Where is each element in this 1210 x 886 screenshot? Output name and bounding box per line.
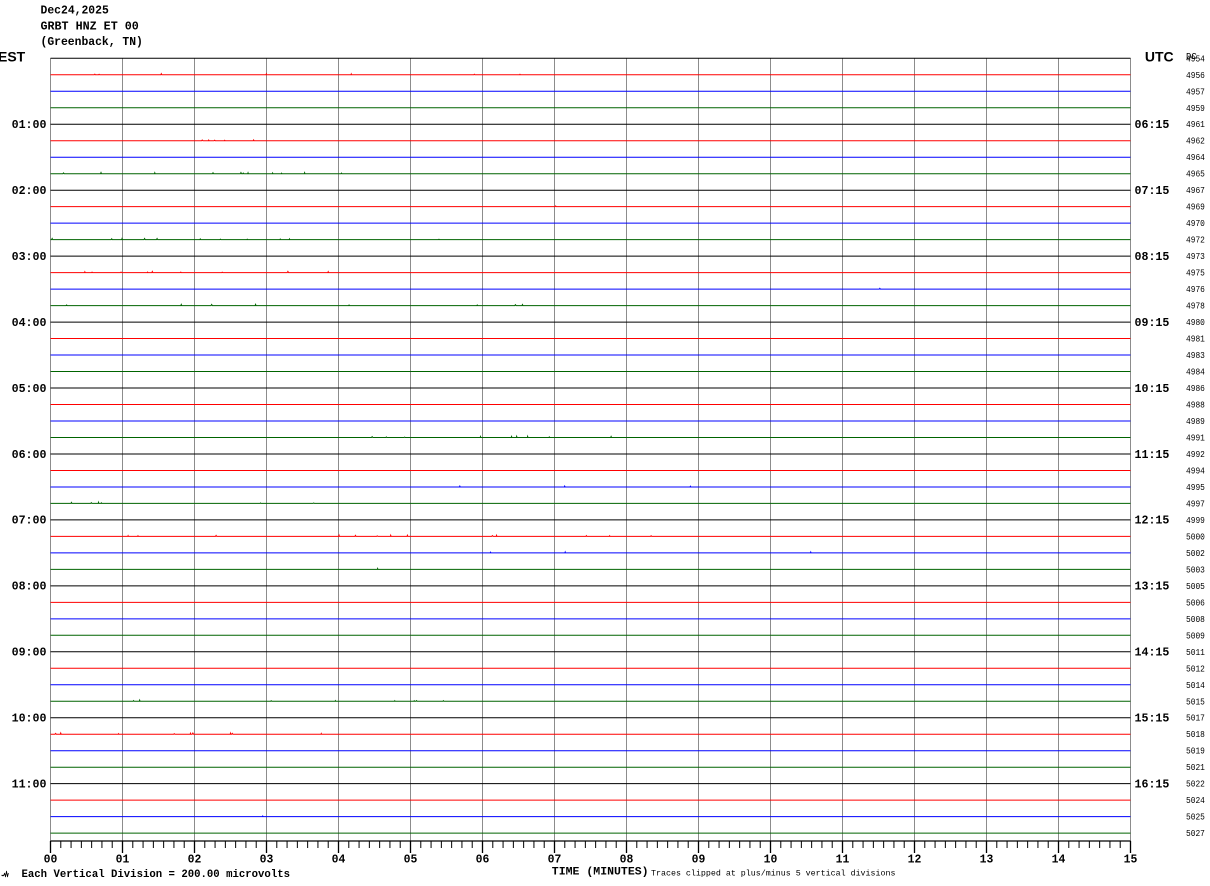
- svg-text:11:00: 11:00: [12, 777, 47, 791]
- svg-text:4994: 4994: [1186, 466, 1205, 476]
- svg-text:5002: 5002: [1186, 549, 1205, 559]
- svg-text:12:15: 12:15: [1135, 514, 1170, 528]
- svg-text:09:00: 09:00: [12, 646, 47, 660]
- svg-text:5011: 5011: [1186, 648, 1205, 658]
- svg-text:16:15: 16:15: [1135, 777, 1170, 791]
- svg-text:5025: 5025: [1186, 813, 1205, 823]
- svg-text:15: 15: [1124, 853, 1138, 867]
- svg-text:07:00: 07:00: [12, 514, 47, 528]
- svg-text:4962: 4962: [1186, 137, 1205, 147]
- svg-text:4970: 4970: [1186, 219, 1205, 229]
- svg-text:5012: 5012: [1186, 664, 1205, 674]
- svg-text:03: 03: [260, 853, 274, 867]
- svg-text:4983: 4983: [1186, 351, 1205, 361]
- svg-text:4969: 4969: [1186, 203, 1205, 213]
- svg-text:03:00: 03:00: [12, 250, 47, 264]
- svg-text:11: 11: [836, 853, 850, 867]
- svg-text:12: 12: [908, 853, 922, 867]
- svg-text:4976: 4976: [1186, 285, 1205, 295]
- svg-text:4981: 4981: [1186, 335, 1205, 345]
- svg-text:10: 10: [764, 853, 778, 867]
- svg-text:10:00: 10:00: [12, 712, 47, 726]
- svg-text:01: 01: [116, 853, 130, 867]
- svg-text:4980: 4980: [1186, 318, 1205, 328]
- svg-text:13:15: 13:15: [1135, 580, 1170, 594]
- svg-text:04: 04: [332, 853, 346, 867]
- svg-text:Traces clipped at plus/minus 5: Traces clipped at plus/minus 5 vertical …: [651, 870, 896, 879]
- svg-text:14: 14: [1052, 853, 1066, 867]
- svg-text:4957: 4957: [1186, 87, 1205, 97]
- svg-text:08:15: 08:15: [1135, 250, 1170, 264]
- svg-text:02:00: 02:00: [12, 184, 47, 198]
- svg-text:4973: 4973: [1186, 252, 1205, 262]
- svg-text:5014: 5014: [1186, 681, 1205, 691]
- svg-text:04:00: 04:00: [12, 316, 47, 330]
- svg-text:05: 05: [404, 853, 418, 867]
- svg-text:15:15: 15:15: [1135, 712, 1170, 726]
- svg-text:07:15: 07:15: [1135, 184, 1170, 198]
- svg-text:4956: 4956: [1186, 71, 1205, 81]
- svg-text:14:15: 14:15: [1135, 646, 1170, 660]
- svg-text:4997: 4997: [1186, 499, 1205, 509]
- svg-text:5015: 5015: [1186, 697, 1205, 707]
- svg-text:00: 00: [44, 853, 58, 867]
- svg-text:06:15: 06:15: [1135, 118, 1170, 132]
- svg-text:11:15: 11:15: [1135, 448, 1170, 462]
- svg-text:4984: 4984: [1186, 368, 1205, 378]
- svg-text:5008: 5008: [1186, 615, 1205, 625]
- svg-text:01:00: 01:00: [12, 118, 47, 132]
- svg-text:TIME (MINUTES): TIME (MINUTES): [552, 867, 649, 879]
- svg-text:10:15: 10:15: [1135, 382, 1170, 396]
- svg-text:UTC: UTC: [1145, 49, 1174, 65]
- svg-text:5018: 5018: [1186, 730, 1205, 740]
- svg-text:09:15: 09:15: [1135, 316, 1170, 330]
- svg-text:4965: 4965: [1186, 170, 1205, 180]
- svg-text:5003: 5003: [1186, 565, 1205, 575]
- svg-text:4975: 4975: [1186, 269, 1205, 279]
- svg-text:09: 09: [692, 853, 706, 867]
- svg-text:Each Vertical Division = 200.: Each Vertical Division = 200.00 microvol…: [22, 869, 291, 881]
- svg-text:5022: 5022: [1186, 780, 1205, 790]
- svg-text:DC: DC: [1186, 52, 1197, 62]
- svg-text:08: 08: [620, 853, 634, 867]
- svg-text:05:00: 05:00: [12, 382, 47, 396]
- svg-text:Dec24,2025: Dec24,2025: [41, 4, 109, 18]
- svg-text:02: 02: [188, 853, 202, 867]
- svg-text:5019: 5019: [1186, 747, 1205, 757]
- svg-text:08:00: 08:00: [12, 580, 47, 594]
- svg-text:4999: 4999: [1186, 516, 1205, 526]
- svg-text:4991: 4991: [1186, 433, 1205, 443]
- svg-text:EST: EST: [0, 49, 26, 65]
- svg-text:4967: 4967: [1186, 186, 1205, 196]
- svg-text:5017: 5017: [1186, 714, 1205, 724]
- svg-text:(Greenback, TN): (Greenback, TN): [41, 35, 143, 49]
- svg-text:07: 07: [548, 853, 562, 867]
- svg-text:5027: 5027: [1186, 829, 1205, 839]
- svg-text:4978: 4978: [1186, 302, 1205, 312]
- svg-text:5005: 5005: [1186, 582, 1205, 592]
- svg-text:4972: 4972: [1186, 236, 1205, 246]
- svg-text:13: 13: [980, 853, 994, 867]
- svg-text:5024: 5024: [1186, 796, 1205, 806]
- svg-text:5006: 5006: [1186, 598, 1205, 608]
- svg-text:4959: 4959: [1186, 104, 1205, 114]
- svg-text:4995: 4995: [1186, 483, 1205, 493]
- svg-text:4961: 4961: [1186, 120, 1205, 130]
- svg-text:GRBT HNZ ET 00: GRBT HNZ ET 00: [41, 19, 139, 33]
- svg-text:5021: 5021: [1186, 763, 1205, 773]
- svg-text:4992: 4992: [1186, 450, 1205, 460]
- svg-text:06:00: 06:00: [12, 448, 47, 462]
- svg-text:4989: 4989: [1186, 417, 1205, 427]
- svg-text:5000: 5000: [1186, 532, 1205, 542]
- svg-text:5009: 5009: [1186, 631, 1205, 641]
- svg-text:06: 06: [476, 853, 490, 867]
- svg-text:4964: 4964: [1186, 153, 1205, 163]
- svg-text:4986: 4986: [1186, 384, 1205, 394]
- svg-text:4988: 4988: [1186, 401, 1205, 411]
